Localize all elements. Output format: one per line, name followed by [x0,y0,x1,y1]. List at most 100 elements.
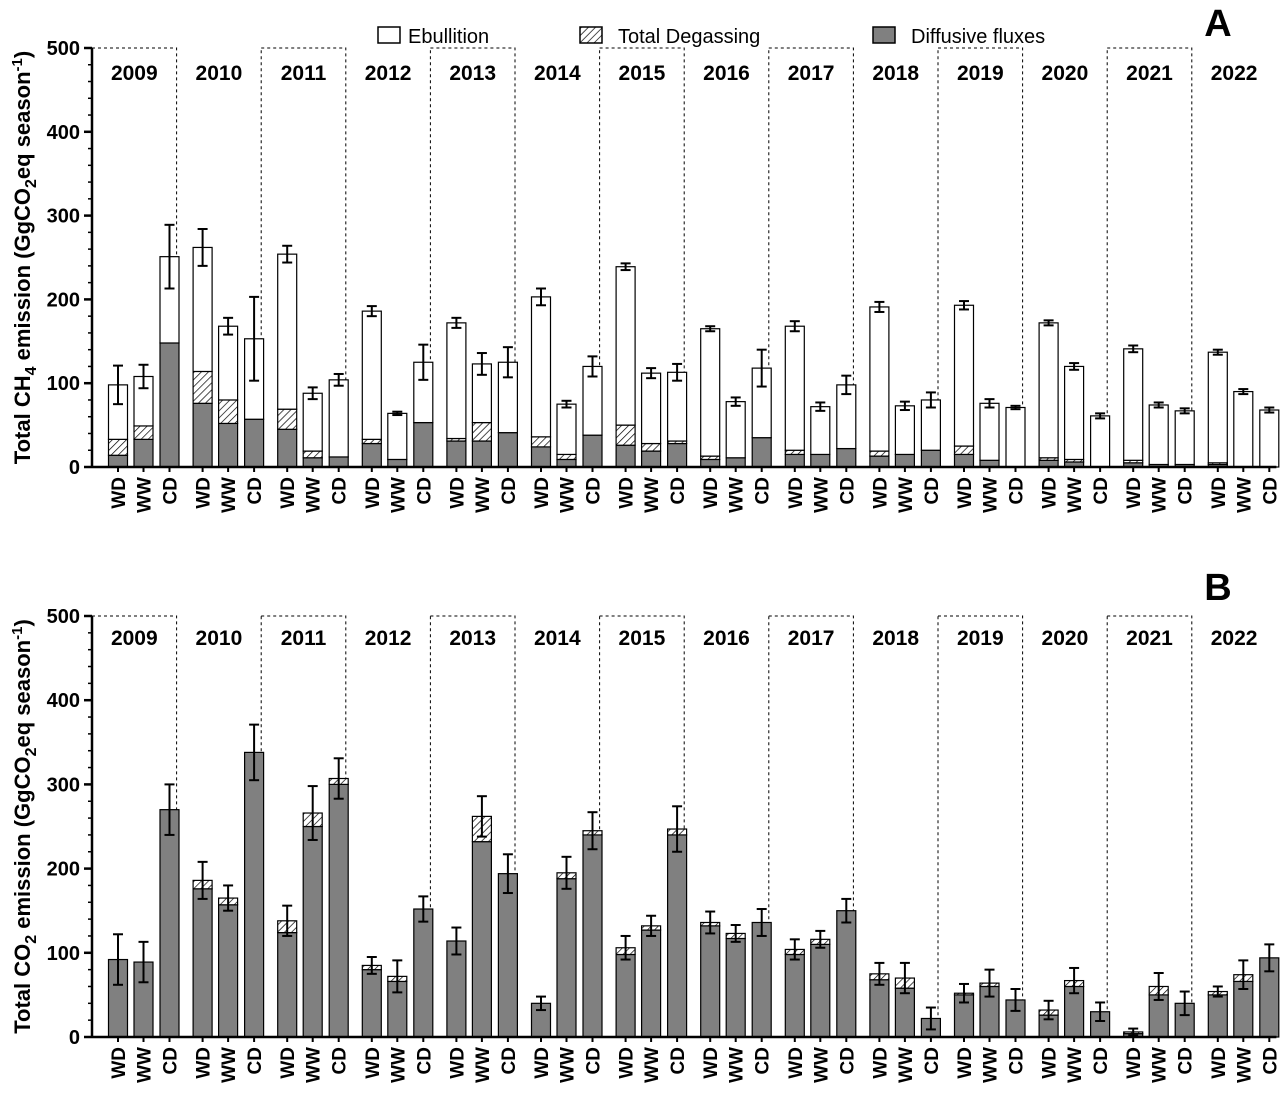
bar-ebullition-2016-ww [725,401,746,459]
bar-diffusive-2018-cd [920,449,942,468]
year-box-2011 [260,47,347,468]
bar-diffusive-2018-wd [869,979,890,1038]
legend-label-degassing: Total Degassing [618,26,760,48]
category-label: WW [981,1047,1002,1083]
category-label: WD [786,477,807,509]
year-label: 2022 [1211,627,1258,650]
bar-ebullition-2017-ww [810,406,831,456]
year-label: 2013 [449,627,496,650]
category-label: WD [278,1047,299,1079]
category-label: WW [642,477,663,513]
category-label: WD [870,1047,891,1079]
bar-ebullition-2021-cd [1174,410,1195,466]
category-label: WD [1209,477,1230,509]
bar-diffusive-2012-wd [361,442,382,468]
bar-diffusive-2013-wd [446,440,467,468]
category-label: WD [447,1047,468,1079]
y-axis-label-part: ) [10,51,35,58]
category-label: WD [955,1047,976,1079]
bar-diffusive-2010-wd [192,402,213,468]
category-label: WD [1209,1047,1230,1079]
year-label: 2021 [1126,627,1173,650]
y-axis-label-part: -1 [9,58,26,71]
y-tick-label: 300 [47,774,80,796]
bar-ebullition-2018-ww [894,405,916,456]
year-box-2015 [599,47,685,468]
category-label: WD [617,477,638,509]
bar-diffusive-2014-wd [530,446,552,468]
year-label: 2013 [449,62,496,85]
bar-diffusive-2017-wd [784,453,805,468]
category-label: WW [1234,1047,1255,1083]
bar-degassing-2010-ww [218,399,239,425]
panel-letter: A [1204,3,1231,45]
year-label: 2021 [1126,62,1173,85]
category-label: WD [1124,477,1145,509]
bar-ebullition-2015-cd [666,371,688,442]
year-label: 2018 [872,62,919,85]
legend-swatch-degassing [579,26,603,44]
category-label: CD [245,1047,266,1074]
category-label: CD [161,1047,182,1074]
bar-degassing-2015-ww [640,442,662,452]
category-label: WW [727,477,748,513]
bar-diffusive-2017-cd [836,910,857,1038]
category-label: CD [584,477,605,504]
bar-ebullition-2017-wd [784,325,805,451]
bar-diffusive-2011-wd [277,428,298,468]
category-label: WD [955,477,976,509]
bar-ebullition-2014-ww [556,403,577,456]
category-label: CD [837,1047,858,1074]
bar-diffusive-2011-ww [302,825,323,1038]
category-label: WD [786,1047,807,1079]
bar-ebullition-2010-ww [218,325,239,401]
category-label: WD [363,477,384,509]
year-box-2019 [937,615,1024,1038]
category-label: CD [1260,1047,1280,1074]
category-label: CD [1091,477,1112,504]
bar-diffusive-2015-ww [640,450,662,468]
category-label: CD [584,1047,605,1074]
y-tick-label: 400 [47,690,80,712]
bar-diffusive-2013-ww [471,841,492,1038]
bar-diffusive-2015-wd [615,444,636,468]
bar-diffusive-2022-wd [1207,994,1228,1038]
category-label: WD [109,1047,130,1079]
year-box-2019 [937,47,1024,468]
category-label: WW [388,477,409,513]
category-label: WW [558,477,579,513]
bar-diffusive-2011-cd [328,783,349,1038]
y-axis-label-part: Total CO [10,944,35,1034]
category-label: CD [330,1047,351,1074]
category-label: CD [499,477,520,504]
y-tick-label: 400 [47,122,80,144]
category-label: CD [161,477,182,504]
bar-diffusive-2010-ww [218,904,239,1038]
bar-ebullition-2014-wd [530,296,552,438]
category-label: WW [811,1047,832,1083]
year-label: 2010 [196,627,243,650]
bar-ebullition-2012-ww [387,412,408,461]
category-label: WW [219,477,240,513]
category-label: WW [473,477,494,513]
bar-ebullition-2015-ww [640,372,662,445]
category-label: WW [135,1047,156,1083]
category-label: CD [245,477,266,504]
bar-diffusive-2018-ww [894,453,916,468]
bar-diffusive-2016-ww [725,937,746,1038]
year-label: 2010 [196,62,243,85]
year-label: 2016 [703,62,750,85]
y-tick-label: 500 [47,38,80,60]
bar-ebullition-2019-cd [1005,406,1026,468]
category-label: CD [414,1047,435,1074]
bar-degassing-2009-ww [133,425,154,440]
category-label: WW [896,477,917,513]
bar-diffusive-2014-cd [582,834,603,1038]
year-label: 2011 [281,62,327,85]
bar-diffusive-2013-ww [471,440,492,468]
bar-degassing-2012-wd [361,438,382,445]
bar-diffusive-2009-ww [133,438,154,468]
bar-diffusive-2013-cd [497,873,518,1038]
category-label: WW [896,1047,917,1083]
category-label: WD [1040,1047,1061,1079]
